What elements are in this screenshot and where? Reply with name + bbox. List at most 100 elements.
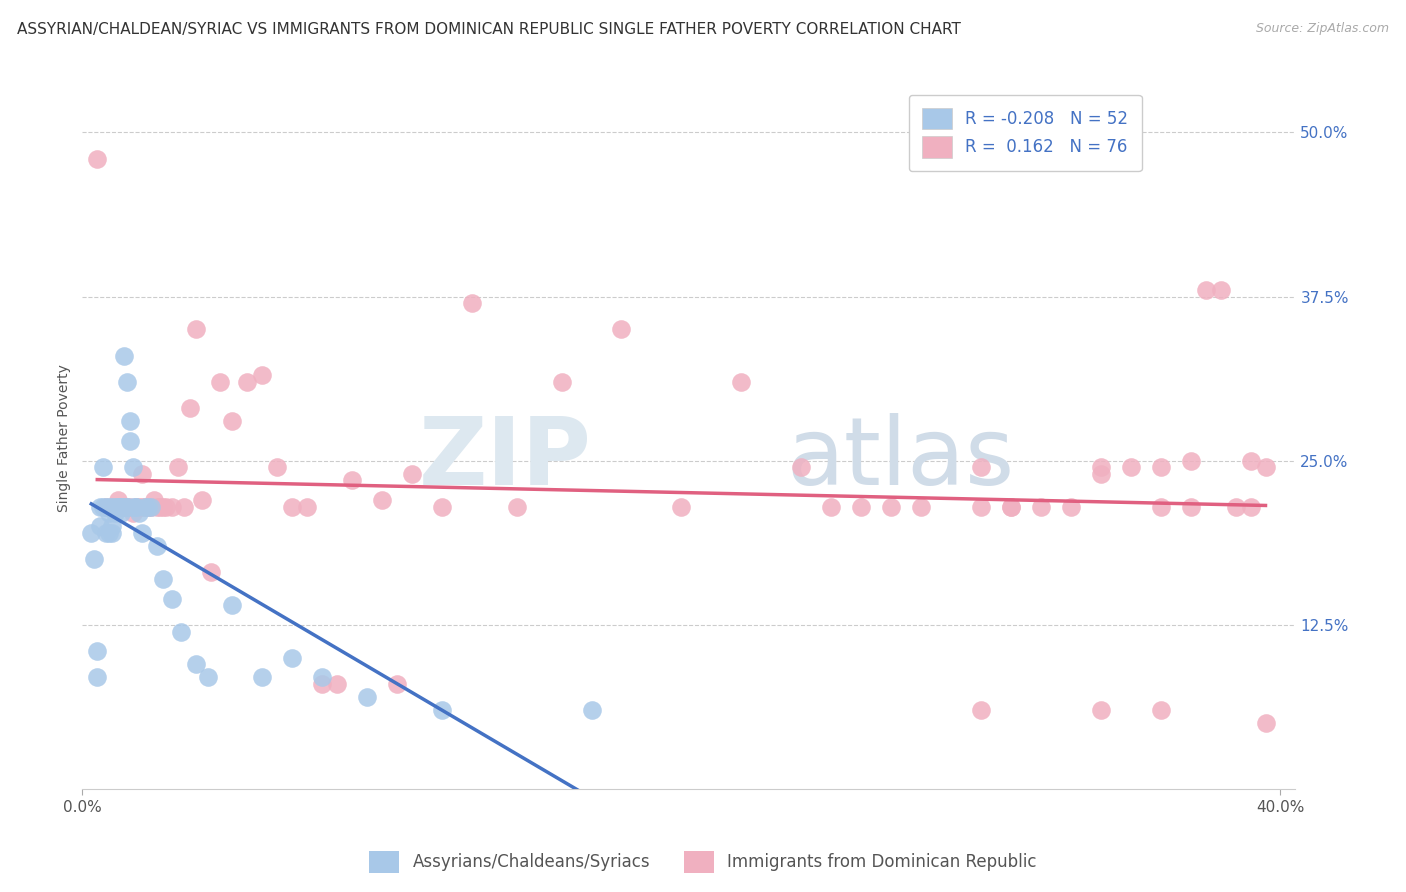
Point <box>1029 500 1052 514</box>
Point <box>371 493 394 508</box>
Point <box>430 703 453 717</box>
Point <box>970 460 993 475</box>
Point <box>1254 460 1277 475</box>
Point <box>671 500 693 514</box>
Point <box>120 500 142 514</box>
Point <box>1180 500 1202 514</box>
Point <box>1000 500 1022 514</box>
Point <box>110 500 132 514</box>
Point <box>110 500 132 514</box>
Point <box>505 500 527 514</box>
Point <box>250 368 273 383</box>
Point <box>295 500 318 514</box>
Point <box>1090 703 1112 717</box>
Point <box>820 500 842 514</box>
Point <box>122 500 145 514</box>
Point <box>1060 500 1083 514</box>
Point <box>112 500 135 514</box>
Point <box>101 500 124 514</box>
Point <box>209 375 232 389</box>
Point <box>250 671 273 685</box>
Point <box>790 460 813 475</box>
Point <box>385 677 408 691</box>
Point <box>970 703 993 717</box>
Point <box>401 467 423 481</box>
Point <box>311 671 333 685</box>
Point <box>184 322 207 336</box>
Point <box>167 460 190 475</box>
Point <box>131 500 153 514</box>
Point <box>880 500 903 514</box>
Point <box>910 500 932 514</box>
Point <box>91 460 114 475</box>
Point <box>326 677 349 691</box>
Point <box>134 500 156 514</box>
Point <box>86 644 108 658</box>
Point <box>160 591 183 606</box>
Point <box>610 322 633 336</box>
Point <box>120 434 142 448</box>
Point <box>221 599 243 613</box>
Point <box>83 552 105 566</box>
Point <box>146 539 169 553</box>
Point <box>143 493 166 508</box>
Point <box>125 500 148 514</box>
Point <box>110 500 132 514</box>
Point <box>134 500 156 514</box>
Point <box>1225 500 1247 514</box>
Point <box>120 414 142 428</box>
Point <box>98 500 121 514</box>
Point <box>460 296 482 310</box>
Legend: Assyrians/Chaldeans/Syriacs, Immigrants from Dominican Republic: Assyrians/Chaldeans/Syriacs, Immigrants … <box>363 845 1043 880</box>
Point <box>200 566 222 580</box>
Point <box>115 500 138 514</box>
Point <box>104 500 127 514</box>
Point <box>281 500 304 514</box>
Point <box>96 500 118 514</box>
Point <box>131 526 153 541</box>
Point <box>155 500 177 514</box>
Point <box>970 500 993 514</box>
Point <box>91 500 114 514</box>
Point <box>581 703 603 717</box>
Point <box>98 506 121 520</box>
Point <box>101 500 124 514</box>
Point <box>281 650 304 665</box>
Point <box>115 500 138 514</box>
Point <box>136 500 159 514</box>
Point <box>112 349 135 363</box>
Point <box>104 506 127 520</box>
Point <box>128 500 150 514</box>
Point <box>311 677 333 691</box>
Point <box>149 500 172 514</box>
Point <box>152 572 174 586</box>
Point <box>122 460 145 475</box>
Point <box>115 375 138 389</box>
Point <box>1239 500 1261 514</box>
Y-axis label: Single Father Poverty: Single Father Poverty <box>58 364 72 512</box>
Point <box>115 500 138 514</box>
Point <box>1150 703 1173 717</box>
Point <box>1150 460 1173 475</box>
Point <box>96 526 118 541</box>
Point <box>141 500 163 514</box>
Point <box>179 401 201 416</box>
Text: atlas: atlas <box>786 413 1014 505</box>
Point <box>86 152 108 166</box>
Point <box>1119 460 1142 475</box>
Point <box>107 500 129 514</box>
Point <box>1194 283 1216 297</box>
Point <box>236 375 259 389</box>
Point <box>152 500 174 514</box>
Text: ZIP: ZIP <box>419 413 592 505</box>
Point <box>141 500 163 514</box>
Point <box>1239 454 1261 468</box>
Point <box>146 500 169 514</box>
Point <box>184 657 207 672</box>
Point <box>160 500 183 514</box>
Point <box>1209 283 1232 297</box>
Point <box>340 474 363 488</box>
Point <box>80 526 103 541</box>
Point <box>1150 500 1173 514</box>
Text: ASSYRIAN/CHALDEAN/SYRIAC VS IMMIGRANTS FROM DOMINICAN REPUBLIC SINGLE FATHER POV: ASSYRIAN/CHALDEAN/SYRIAC VS IMMIGRANTS F… <box>17 22 960 37</box>
